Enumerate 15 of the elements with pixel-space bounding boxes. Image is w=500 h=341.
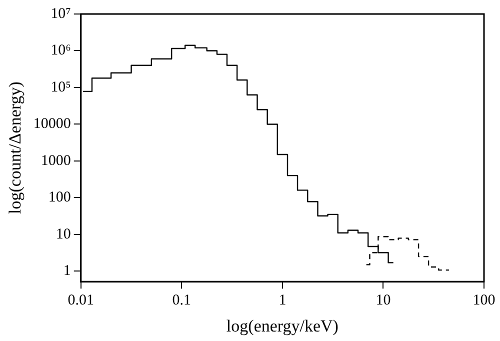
x-tick-label: 100	[472, 292, 496, 309]
y-tick-label: 10	[56, 226, 71, 242]
y-tick-label: 100	[48, 190, 71, 206]
x-tick-label: 10	[376, 292, 391, 309]
y-tick-label: 10000	[33, 116, 71, 132]
y-tick-label: 10⁷	[50, 6, 71, 22]
y-tick-label: 10⁵	[50, 79, 71, 96]
y-tick-label: 10⁶	[50, 42, 71, 59]
y-tick-label: 1	[63, 263, 71, 280]
x-tick-label: 0.01	[68, 292, 94, 309]
y-tick-label: 1000	[40, 152, 71, 169]
y-axis-title: log(count/Δenergy)	[6, 82, 25, 214]
x-axis-title: log(energy/keV)	[226, 316, 338, 336]
x-tick-label: 0.1	[172, 292, 192, 309]
x-tick-label: 1	[278, 292, 286, 309]
